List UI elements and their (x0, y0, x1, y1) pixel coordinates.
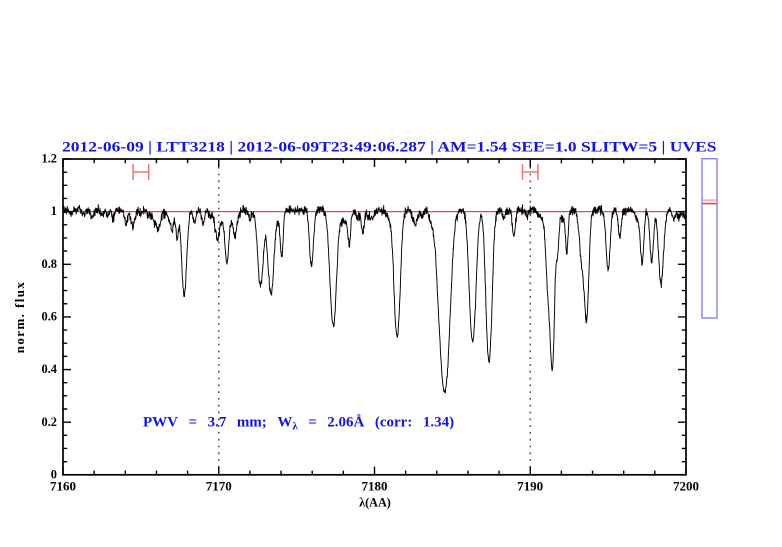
svg-text:1: 1 (51, 204, 57, 218)
svg-text:7160: 7160 (50, 479, 76, 493)
svg-text:2012-06-09 | LTT3218 | 2012-06: 2012-06-09 | LTT3218 | 2012-06-09T23:49:… (62, 139, 717, 155)
svg-text:7200: 7200 (673, 479, 699, 493)
svg-text:7190: 7190 (517, 479, 543, 493)
svg-text:norm. flux: norm. flux (12, 281, 27, 354)
svg-text:7170: 7170 (206, 479, 232, 493)
svg-text:0.6: 0.6 (42, 310, 58, 324)
svg-text:0.2: 0.2 (42, 415, 58, 429)
svg-text:7180: 7180 (362, 479, 388, 493)
svg-text:0.8: 0.8 (42, 257, 58, 271)
svg-text:0.4: 0.4 (42, 362, 58, 376)
svg-text:0: 0 (51, 467, 57, 481)
svg-text:λ(AA): λ(AA) (359, 496, 391, 510)
svg-text:1.2: 1.2 (42, 152, 58, 166)
